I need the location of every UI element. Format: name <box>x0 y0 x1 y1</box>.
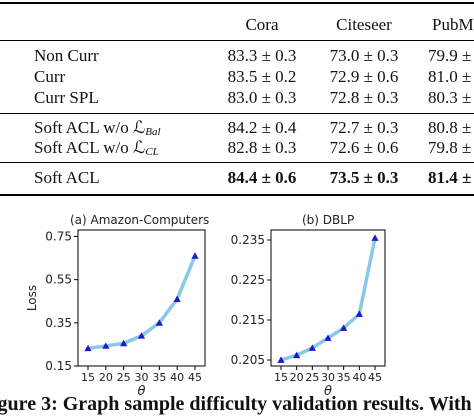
amazon-data-point <box>137 332 146 339</box>
header-pubmed: PubMe <box>432 15 474 34</box>
plot-title-dblp: (b) DBLP <box>302 213 355 227</box>
row-pubmed: 81.4 ± <box>428 168 472 187</box>
row-citeseer: 72.8 ± 0.3 <box>329 88 399 107</box>
dblp-ytick-label: 0.215 <box>231 313 265 327</box>
dblp-plot-frame <box>270 229 386 367</box>
row-pubmed: 79.8 ± <box>428 138 472 157</box>
amazon-data-point <box>155 319 163 326</box>
dblp-xtick-label: 45 <box>368 371 382 384</box>
dblp-xtick-label: 35 <box>337 371 351 384</box>
row-citeseer: 73.5 ± 0.3 <box>329 168 399 187</box>
row-method-with-loss-subscript: Soft ACL w/o ℒBal <box>34 118 161 140</box>
row-method: Soft ACL w/o ℒ <box>34 138 146 157</box>
row-pubmed: 80.8 ± <box>428 118 472 137</box>
dblp-data-point <box>371 234 379 241</box>
amazon-ytick-label: 0.75 <box>45 229 72 243</box>
table-header-rule <box>0 40 474 41</box>
row-cora: 84.2 ± 0.4 <box>227 118 297 137</box>
header-citeseer: Citeseer <box>336 15 392 34</box>
loss-subscript: CL <box>145 146 159 158</box>
dblp-xtick-label: 30 <box>321 371 335 384</box>
amazon-data-point <box>191 252 199 259</box>
table-group-rule-2 <box>0 162 474 163</box>
row-method: Soft ACL w/o ℒ <box>34 118 146 137</box>
table-group-rule-1 <box>0 113 474 114</box>
amazon-ytick-label: 0.15 <box>45 359 72 373</box>
dblp-data-point <box>324 334 332 341</box>
dblp-ytick-label: 0.225 <box>231 273 265 287</box>
amazon-xtick-label: 20 <box>99 371 113 384</box>
amazon-data-point <box>84 344 92 352</box>
row-cora: 84.4 ± 0.6 <box>227 168 297 187</box>
amazon-data-point <box>173 295 181 302</box>
amazon-data-point <box>102 342 110 349</box>
amazon-xtick-label: 35 <box>152 371 166 384</box>
row-method: Non Curr <box>34 46 99 65</box>
dblp-data-point <box>340 324 348 331</box>
amazon-xtick-label: 25 <box>117 371 131 384</box>
row-method: Soft ACL <box>34 168 100 187</box>
row-method-with-loss-subscript: Soft ACL w/o ℒCL <box>34 138 159 160</box>
dblp-xtick-label: 20 <box>290 371 304 384</box>
row-cora: 82.8 ± 0.3 <box>227 138 297 157</box>
row-citeseer: 72.6 ± 0.6 <box>329 138 399 157</box>
dblp-data-point <box>308 344 316 351</box>
amazon-xtick-label: 40 <box>170 371 184 384</box>
dblp-ytick-label: 0.205 <box>231 353 265 367</box>
row-method: Curr <box>34 67 66 86</box>
amazon-series-line <box>87 255 197 351</box>
amazon-data-point <box>120 339 128 347</box>
amazon-ytick-label: 0.35 <box>45 316 72 330</box>
dblp-xtick-label: 25 <box>305 371 319 384</box>
row-citeseer: 73.0 ± 0.3 <box>329 46 399 65</box>
amazon-yaxis-label: Loss <box>25 285 39 311</box>
row-method: Curr SPL <box>34 88 99 107</box>
amazon-xtick-label: 15 <box>81 371 95 384</box>
dblp-data-point <box>277 356 285 363</box>
table-top-rule <box>0 2 474 4</box>
dblp-series-line <box>280 237 377 362</box>
row-pubmed: 80.3 ± <box>428 88 472 107</box>
row-cora: 83.3 ± 0.3 <box>227 46 297 65</box>
loss-subscript: Bal <box>145 126 161 138</box>
plot-title-amazon: (a) Amazon-Computers <box>70 213 210 227</box>
amazon-plot-frame <box>77 229 206 367</box>
row-citeseer: 72.7 ± 0.3 <box>329 118 399 137</box>
row-cora: 83.5 ± 0.2 <box>227 67 297 86</box>
row-cora: 83.0 ± 0.3 <box>227 88 297 107</box>
figure-caption: igure 3: Graph sample difficulty validat… <box>0 393 472 415</box>
amazon-xtick-label: 45 <box>188 371 202 384</box>
dblp-data-point <box>293 351 301 359</box>
dblp-ytick-label: 0.235 <box>231 233 265 247</box>
row-pubmed: 79.9 ± <box>428 46 472 65</box>
amazon-ytick-label: 0.55 <box>45 273 72 287</box>
amazon-xtick-label: 30 <box>135 371 149 384</box>
header-cora: Cora <box>245 15 279 34</box>
row-citeseer: 72.9 ± 0.6 <box>329 67 399 86</box>
dblp-data-point <box>355 310 363 317</box>
row-pubmed: 81.0 ± <box>428 67 472 86</box>
dblp-xtick-label: 40 <box>352 371 366 384</box>
table-bottom-rule <box>0 194 474 196</box>
dblp-xtick-label: 15 <box>274 371 288 384</box>
